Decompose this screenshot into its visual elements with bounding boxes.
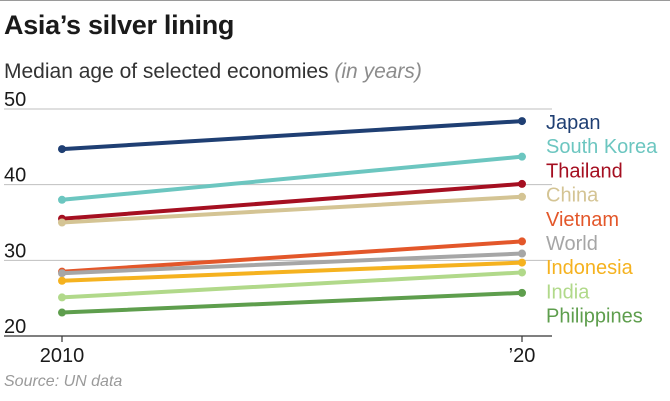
data-point-south-korea: [58, 195, 66, 204]
series-china: [58, 192, 526, 227]
series-india: [58, 268, 526, 302]
series-line-indonesia: [60, 260, 524, 283]
legend-label-japan: Japan: [546, 112, 601, 134]
data-point-india: [518, 268, 526, 277]
grid-lines: 20 30 40 50: [4, 89, 552, 338]
series-line-philippines: [60, 290, 524, 315]
y-tick-label: 30: [4, 240, 26, 262]
data-point-south-korea: [518, 152, 526, 161]
legend-label-thailand: Thailand: [546, 160, 623, 182]
y-tick-label: 50: [4, 89, 26, 111]
source-note: Source: UN data: [4, 373, 123, 390]
y-tick-label: 20: [4, 316, 26, 338]
series-world: [58, 249, 526, 278]
data-point-china: [518, 192, 526, 201]
x-tick-label: ’20: [509, 345, 536, 367]
series-lines: [58, 117, 526, 317]
x-tick-label: 2010: [40, 345, 85, 367]
x-axis: 2010 ’20: [40, 336, 536, 367]
y-tick-label: 40: [4, 165, 26, 187]
data-point-philippines: [518, 288, 526, 297]
series-line-thailand: [60, 181, 524, 221]
legend-label-vietnam: Vietnam: [546, 209, 619, 231]
series-line-india: [60, 270, 524, 300]
legend-label-world: World: [546, 233, 598, 255]
series-line-china: [60, 194, 524, 225]
data-point-vietnam: [518, 237, 526, 246]
subtitle-text: Median age of selected economies: [4, 60, 329, 83]
data-point-china: [58, 218, 66, 227]
chart-subtitle: Median age of selected economies (in yea…: [4, 60, 422, 84]
series-line-south-korea: [60, 154, 524, 202]
series-line-vietnam: [60, 239, 524, 274]
series-indonesia: [58, 258, 526, 285]
data-point-philippines: [58, 308, 66, 317]
legend-label-india: India: [546, 281, 590, 303]
legend-label-south-korea: South Korea: [546, 136, 658, 158]
subtitle-unit-note: (in years): [334, 60, 422, 83]
series-philippines: [58, 288, 526, 317]
series-south-korea: [58, 152, 526, 204]
data-point-japan: [518, 117, 526, 126]
data-point-world: [58, 269, 66, 278]
series-line-japan: [60, 119, 524, 152]
data-point-world: [518, 249, 526, 258]
data-point-india: [58, 293, 66, 302]
legend-label-china: China: [546, 185, 599, 207]
series-line-world: [60, 251, 524, 276]
data-point-japan: [58, 145, 66, 154]
legend-label-philippines: Philippines: [546, 306, 643, 328]
top-rule: [0, 0, 670, 1]
series-japan: [58, 117, 526, 154]
chart-title: Asia’s silver lining: [4, 10, 235, 40]
data-point-indonesia: [58, 276, 66, 285]
legend-label-indonesia: Indonesia: [546, 257, 634, 279]
data-point-thailand: [518, 179, 526, 188]
data-point-indonesia: [518, 258, 526, 267]
